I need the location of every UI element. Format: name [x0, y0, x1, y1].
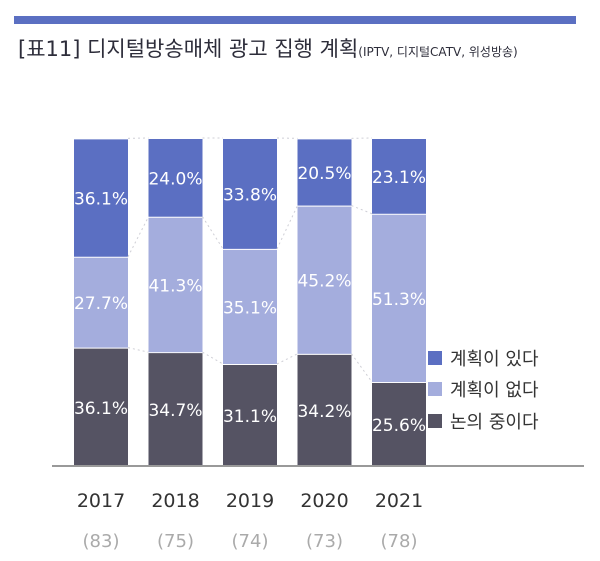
data-label: 25.6%	[372, 416, 426, 436]
connector-line	[127, 216, 149, 257]
data-label: 51.3%	[372, 290, 426, 310]
bar-segment	[297, 205, 352, 354]
bar-segment	[148, 216, 203, 353]
data-label: 35.1%	[223, 298, 277, 318]
data-label: 36.1%	[74, 190, 128, 210]
legend-label: 논의 중이다	[450, 412, 539, 433]
connector-line	[202, 351, 224, 365]
title-accent-bar	[14, 16, 576, 24]
bar-segment	[148, 138, 203, 217]
legend-swatch	[428, 382, 442, 396]
bar-segment	[223, 363, 277, 466]
data-label: 45.2%	[297, 272, 351, 292]
legend-swatch	[428, 414, 442, 428]
data-label: 36.1%	[74, 399, 128, 419]
x-tick-label: 2020	[300, 490, 348, 512]
chart-title: [표11] 디지털방송매체 광고 집행 계획(IPTV, 디지털CATV, 위성…	[18, 33, 518, 63]
data-label: 20.5%	[297, 164, 351, 184]
connector-line	[276, 353, 298, 365]
bar-segment	[74, 256, 128, 348]
legend-label: 계획이 있다	[450, 349, 539, 370]
bar-segment	[74, 138, 128, 257]
sample-count-label: (78)	[381, 531, 418, 552]
connector-line	[202, 216, 224, 250]
bar-segment	[223, 138, 277, 249]
x-tick-label: 2021	[375, 490, 423, 512]
bar-segment	[372, 213, 426, 383]
legend-label: 계획이 없다	[450, 380, 539, 401]
x-tick-label: 2019	[226, 490, 274, 512]
x-tick-label: 2017	[77, 490, 125, 512]
chart-subtitle: (IPTV, 디지털CATV, 위성방송)	[358, 45, 518, 59]
data-label: 31.1%	[223, 407, 277, 427]
chart-title-main: [표11] 디지털방송매체 광고 집행 계획	[18, 37, 359, 61]
bar-segment	[372, 382, 426, 466]
legend-swatch	[428, 351, 442, 365]
sample-count-label: (83)	[83, 531, 120, 552]
data-label: 24.0%	[148, 169, 202, 189]
bar-segment	[372, 138, 426, 214]
sample-count-label: (74)	[232, 531, 269, 552]
bar-segment	[148, 352, 203, 466]
data-label: 41.3%	[148, 276, 202, 296]
bar-segment	[223, 248, 277, 364]
data-label: 27.7%	[74, 294, 128, 314]
sample-count-label: (75)	[157, 531, 194, 552]
data-label: 34.2%	[297, 402, 351, 422]
connector-line	[351, 205, 373, 215]
data-label: 33.8%	[223, 185, 277, 205]
x-tick-label: 2018	[151, 490, 199, 512]
sample-count-label: (73)	[306, 531, 343, 552]
connector-line	[276, 205, 298, 250]
bar-segment	[74, 347, 128, 466]
connector-line	[351, 353, 373, 383]
data-label: 23.1%	[372, 168, 426, 188]
bar-segment	[297, 138, 352, 206]
connector-line	[127, 347, 149, 353]
data-label: 34.7%	[148, 401, 202, 421]
bar-segment	[297, 353, 352, 466]
